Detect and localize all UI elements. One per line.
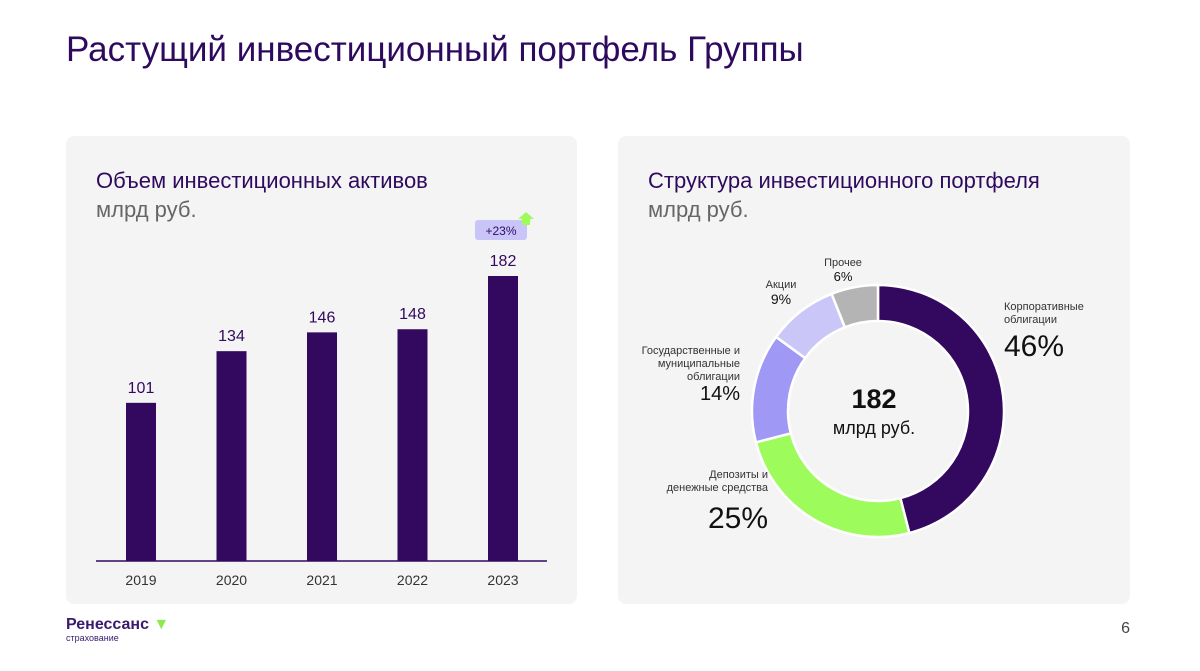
x-tick-label: 2020: [216, 572, 247, 588]
center-value: 182: [851, 384, 896, 414]
growth-label: +23%: [485, 224, 516, 238]
donut-slice: [754, 431, 911, 539]
x-tick-label: 2023: [487, 572, 518, 588]
donut-chart: 182 млрд руб. Корпоративные облигации 46% Деп…: [642, 257, 1084, 539]
page-number: 6: [1121, 620, 1130, 637]
bar-chart-subtitle: млрд руб.: [96, 197, 197, 222]
slice-label: Корпоративные облигации: [1004, 301, 1084, 326]
donut-slice: [829, 283, 880, 329]
x-tick-label: 2022: [397, 572, 428, 588]
bar-2022: [397, 329, 428, 561]
bar-chart: 101 2019 134 2020 146 2021 148 2022 182 2023 +23%: [96, 212, 547, 588]
bar-2020: [216, 351, 247, 561]
slice-percent: 9%: [771, 291, 791, 307]
slice-percent: 14%: [700, 383, 740, 405]
bar-2021: [307, 332, 337, 561]
x-tick-label: 2021: [306, 572, 337, 588]
bar-value-label: 182: [490, 253, 517, 270]
bar-chart-card: Объем инвестиционных активов млрд руб. 1…: [66, 136, 577, 604]
bar-value-label: 148: [399, 306, 426, 323]
slice-label: Прочее: [824, 257, 862, 269]
bar-value-label: 146: [309, 309, 336, 326]
slice-percent: 6%: [834, 269, 853, 284]
logo: Ренессанс ▼ страхование: [66, 616, 170, 643]
slice-percent: 46%: [1004, 330, 1064, 363]
slice-percent: 25%: [708, 502, 768, 535]
donut-chart-subtitle: млрд руб.: [648, 197, 749, 222]
slice-label: Акции: [766, 279, 797, 291]
donut-slice: [876, 283, 1006, 535]
x-tick-label: 2019: [125, 572, 156, 588]
slice-label: Депозиты и денежные средства: [667, 469, 769, 494]
page-title: Растущий инвестиционный портфель Группы: [66, 30, 804, 69]
bar-2023: [488, 276, 518, 561]
slice-label: Государственные и муниципальные облигации: [642, 345, 740, 383]
growth-badge: [475, 220, 527, 240]
bar-value-label: 134: [218, 328, 245, 345]
donut-chart-card: Структура инвестиционного портфеля млрд …: [618, 136, 1130, 604]
bar-2019: [126, 402, 156, 561]
donut-chart-title: Структура инвестиционного портфеля: [648, 168, 1040, 193]
bar-value-label: 101: [128, 380, 155, 397]
bar-chart-title: Объем инвестиционных активов: [96, 168, 428, 193]
center-unit: млрд руб.: [833, 418, 915, 438]
arrow-up-icon: [518, 212, 534, 225]
